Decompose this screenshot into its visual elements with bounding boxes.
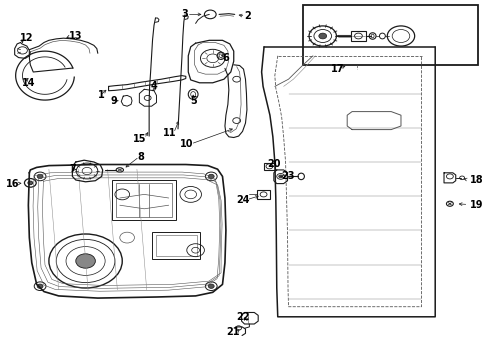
- Circle shape: [278, 175, 282, 178]
- Bar: [112, 180, 176, 220]
- Text: 8: 8: [137, 152, 143, 162]
- Text: 7: 7: [69, 164, 76, 174]
- Text: 21: 21: [225, 327, 239, 337]
- Text: 19: 19: [468, 200, 482, 210]
- Bar: [350, 31, 365, 41]
- Text: 17: 17: [330, 64, 344, 74]
- Bar: [116, 183, 172, 217]
- Text: 10: 10: [179, 139, 193, 149]
- Circle shape: [318, 33, 326, 39]
- Text: 3: 3: [181, 9, 188, 19]
- Text: 15: 15: [133, 134, 146, 144]
- Text: 18: 18: [468, 175, 482, 185]
- Text: 9: 9: [110, 96, 117, 106]
- Text: 2: 2: [244, 11, 251, 21]
- Text: 4: 4: [150, 81, 157, 91]
- Circle shape: [208, 284, 214, 288]
- Bar: [256, 190, 270, 199]
- Circle shape: [76, 254, 95, 268]
- Text: 24: 24: [235, 195, 249, 205]
- Text: 12: 12: [20, 33, 33, 43]
- Bar: [151, 232, 200, 259]
- Text: 11: 11: [162, 128, 176, 138]
- Circle shape: [28, 181, 33, 185]
- Bar: [303, 5, 477, 65]
- Bar: [155, 235, 196, 256]
- Text: 16: 16: [6, 179, 20, 189]
- Text: 20: 20: [266, 159, 280, 169]
- Circle shape: [37, 174, 43, 179]
- Text: 5: 5: [190, 96, 197, 106]
- Circle shape: [37, 284, 43, 288]
- Text: 23: 23: [281, 171, 294, 181]
- Text: 13: 13: [68, 31, 82, 41]
- Text: 1: 1: [98, 90, 105, 100]
- Circle shape: [208, 174, 214, 179]
- Text: 6: 6: [222, 53, 229, 63]
- Text: 14: 14: [22, 78, 36, 88]
- Text: 22: 22: [235, 312, 249, 322]
- Bar: [264, 163, 274, 170]
